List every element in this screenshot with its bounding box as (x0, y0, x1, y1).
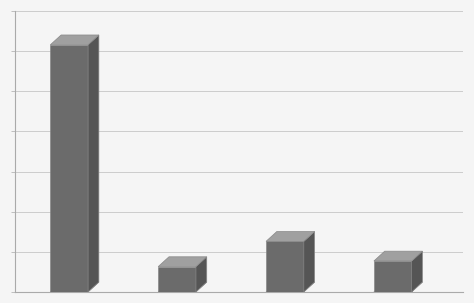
Polygon shape (158, 257, 207, 267)
Polygon shape (266, 231, 315, 241)
Polygon shape (158, 282, 207, 292)
Polygon shape (304, 231, 315, 292)
Polygon shape (374, 251, 422, 261)
Polygon shape (50, 35, 99, 45)
Bar (158, 267, 196, 292)
Polygon shape (266, 282, 315, 292)
Bar (50, 45, 88, 292)
Polygon shape (50, 282, 99, 292)
Polygon shape (411, 251, 422, 292)
Polygon shape (88, 35, 99, 292)
Polygon shape (374, 282, 422, 292)
Bar (374, 261, 411, 292)
Polygon shape (196, 257, 207, 292)
Bar (266, 241, 304, 292)
